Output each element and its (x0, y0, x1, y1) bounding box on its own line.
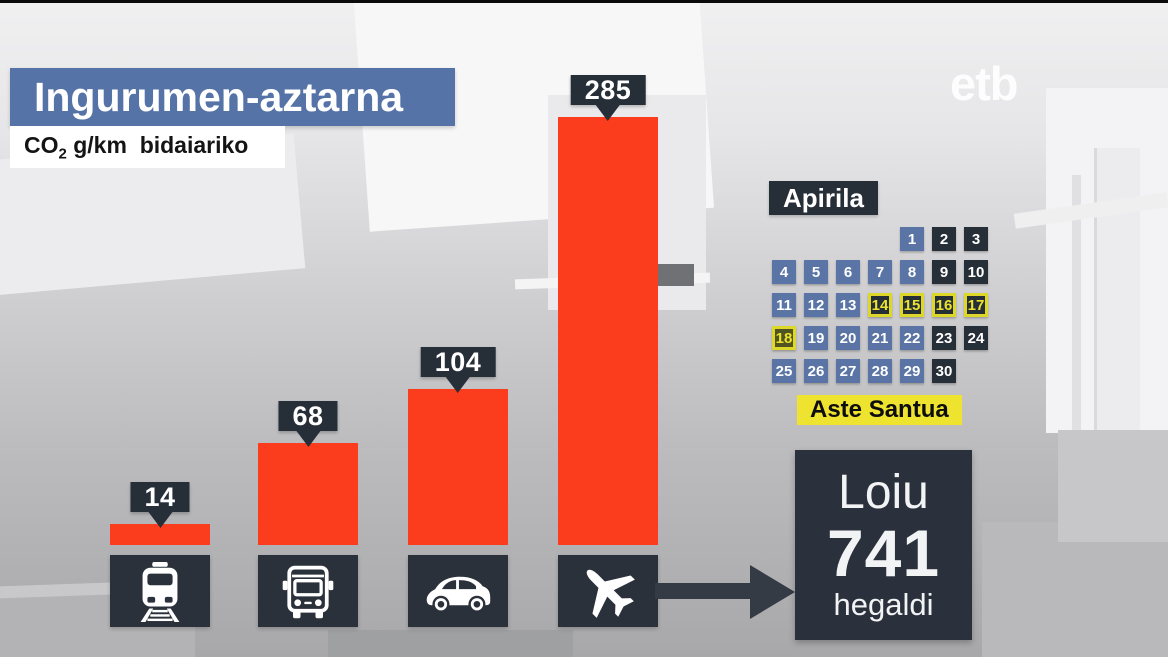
arrow-head-icon (750, 565, 795, 619)
calendar-day-18: 18 (772, 326, 796, 350)
background-block (1094, 148, 1140, 430)
calendar-day-6: 6 (836, 260, 860, 284)
calendar-day-14: 14 (868, 293, 892, 317)
calendar-day-24: 24 (964, 326, 988, 350)
flights-callout: Loiu 741 hegaldi (795, 450, 972, 640)
background-block (1072, 175, 1081, 430)
chart-unit-label: CO2 g/km bidaiariko (10, 126, 285, 168)
calendar-grid: 1 2 3 4 5 6 7 8 9 10 11 12 13 14 15 16 17 18 19 20 21 22 23 24 2… (772, 227, 988, 383)
calendar-day-9: 9 (932, 260, 956, 284)
callout-unit: hegaldi (833, 586, 934, 622)
calendar-day-16: 16 (932, 293, 956, 317)
page-title-text: Ingurumen-aztarna (34, 73, 404, 120)
calendar-day-8: 8 (900, 260, 924, 284)
calendar-day-25: 25 (772, 359, 796, 383)
calendar-title: Apirila (769, 181, 878, 215)
calendar-day-30: 30 (932, 359, 956, 383)
car-icon-glyph (426, 576, 491, 613)
calendar-day-5: 5 (804, 260, 828, 284)
value-plane: 285 (584, 75, 632, 105)
bus-icon (258, 555, 358, 627)
calendar-day-1: 1 (900, 227, 924, 251)
calendar-day-10: 10 (964, 260, 988, 284)
calendar-day-11: 11 (772, 293, 796, 317)
value-label-car: 104 (420, 347, 496, 377)
callout-place: Loiu (838, 466, 929, 520)
unit-prefix: CO (24, 131, 59, 158)
calendar-day-17: 17 (964, 293, 988, 317)
calendar-day-19: 19 (804, 326, 828, 350)
callout-value: 741 (826, 515, 941, 590)
arrow-shaft (655, 583, 755, 599)
background-block (328, 630, 573, 657)
bar-bus (258, 443, 358, 545)
calendar-day-13: 13 (836, 293, 860, 317)
value-car: 104 (434, 347, 482, 377)
calendar-day-15: 15 (900, 293, 924, 317)
etb-logo: etb (950, 58, 1018, 110)
calendar-day-2: 2 (932, 227, 956, 251)
calendar-legend: Aste Santua (797, 395, 962, 425)
train-icon-glyph (140, 561, 180, 622)
bar-car (408, 389, 508, 545)
bus-icon-glyph (282, 565, 334, 619)
calendar-day-7: 7 (868, 260, 892, 284)
calendar-day-28: 28 (868, 359, 892, 383)
background-block (652, 264, 694, 286)
background-block (1058, 430, 1168, 542)
calendar-day-4: 4 (772, 260, 796, 284)
car-icon (408, 555, 508, 627)
calendar-day-26: 26 (804, 359, 828, 383)
calendar-day-12: 12 (804, 293, 828, 317)
background-block (982, 522, 1168, 657)
calendar-day-27: 27 (836, 359, 860, 383)
value-label-train: 14 (130, 482, 190, 512)
page-title: Ingurumen-aztarna (10, 68, 455, 126)
etb-logo-text: etb (950, 57, 1018, 110)
calendar-day-21: 21 (868, 326, 892, 350)
calendar-day-22: 22 (900, 326, 924, 350)
calendar-day-3: 3 (964, 227, 988, 251)
top-black-strip (0, 0, 1168, 3)
bar-train (110, 524, 210, 545)
unit-rest: g/km bidaiariko (66, 131, 249, 158)
value-label-bus: 68 (278, 401, 338, 431)
calendar-day-23: 23 (932, 326, 956, 350)
value-label-plane: 285 (570, 75, 646, 105)
calendar-day-29: 29 (900, 359, 924, 383)
bar-plane (558, 117, 658, 545)
value-bus: 68 (292, 401, 324, 431)
unit-subscript: 2 (58, 145, 67, 163)
value-train: 14 (144, 482, 176, 512)
plane-icon (558, 555, 658, 627)
calendar-day-20: 20 (836, 326, 860, 350)
train-icon (110, 555, 210, 627)
plane-icon-glyph (586, 569, 635, 618)
